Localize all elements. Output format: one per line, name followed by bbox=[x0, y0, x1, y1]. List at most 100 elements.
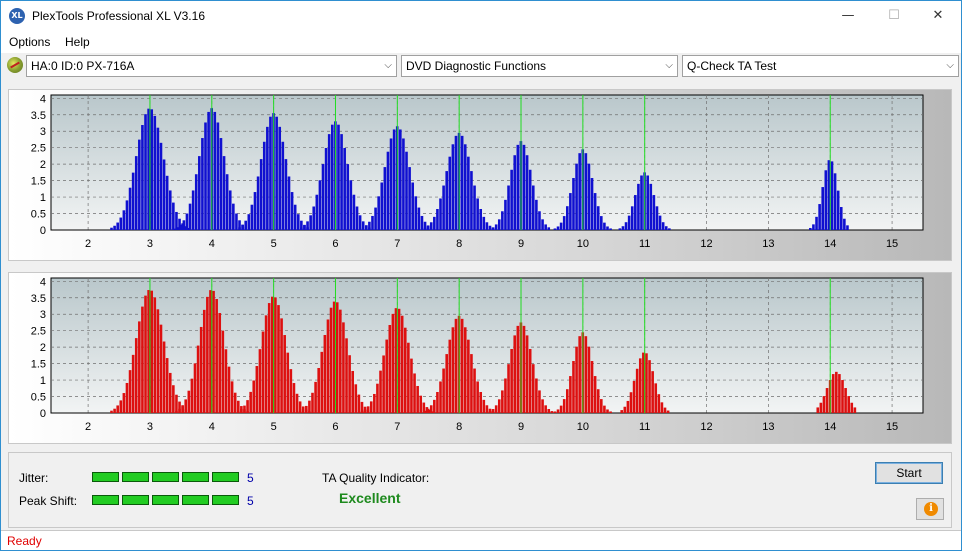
bar bbox=[544, 405, 547, 413]
y-tick-label: 2 bbox=[40, 159, 46, 171]
bar bbox=[178, 408, 181, 413]
bar bbox=[110, 227, 113, 230]
bar bbox=[488, 411, 492, 413]
bar bbox=[476, 198, 479, 230]
bar bbox=[380, 182, 384, 230]
x-tick-label: 2 bbox=[85, 421, 91, 433]
bar bbox=[655, 206, 659, 230]
ta-quality-value: Excellent bbox=[339, 490, 401, 506]
test-select[interactable]: Q-Check TA Test ⌵ bbox=[682, 55, 959, 77]
bar bbox=[454, 135, 458, 230]
bar bbox=[241, 224, 244, 230]
drive-select[interactable]: HA:0 ID:0 PX-716A ⌵ bbox=[26, 55, 397, 77]
bar bbox=[575, 163, 578, 230]
bar bbox=[119, 217, 123, 230]
bar bbox=[339, 309, 342, 413]
bar bbox=[357, 394, 361, 413]
bar bbox=[470, 171, 473, 230]
peak-shift-value: 5 bbox=[247, 494, 254, 508]
bar bbox=[528, 349, 532, 413]
bar bbox=[547, 409, 551, 413]
bar bbox=[516, 144, 520, 230]
title-bar[interactable]: XL PlexTools Professional XL V3.16 — ☐ ✕ bbox=[1, 1, 961, 31]
bar bbox=[485, 405, 489, 413]
bar bbox=[407, 342, 410, 413]
bar bbox=[629, 392, 633, 413]
bar bbox=[538, 390, 541, 413]
jitter-meter bbox=[92, 472, 244, 482]
maximize-button[interactable]: ☐ bbox=[888, 8, 900, 23]
y-tick-label: 3.5 bbox=[31, 110, 46, 122]
bar bbox=[535, 378, 538, 413]
bar bbox=[528, 169, 532, 230]
bar bbox=[187, 390, 191, 413]
bar bbox=[482, 216, 486, 230]
start-button[interactable]: Start bbox=[875, 462, 943, 484]
bar bbox=[479, 391, 483, 413]
bar bbox=[507, 364, 510, 413]
menu-help[interactable]: Help bbox=[65, 35, 90, 49]
bar bbox=[836, 190, 840, 230]
bar bbox=[178, 218, 181, 230]
bar bbox=[298, 401, 302, 413]
bar bbox=[290, 192, 294, 230]
bar bbox=[159, 142, 163, 230]
info-button[interactable]: i bbox=[916, 498, 944, 520]
bar bbox=[131, 172, 135, 230]
bar bbox=[454, 318, 458, 413]
bar bbox=[590, 178, 594, 230]
bar bbox=[652, 195, 656, 230]
bar bbox=[504, 199, 507, 230]
bar bbox=[209, 290, 212, 413]
bar bbox=[634, 195, 637, 230]
close-button[interactable]: ✕ bbox=[932, 8, 944, 23]
x-tick-label: 15 bbox=[886, 421, 898, 433]
bar bbox=[266, 126, 269, 230]
bar bbox=[522, 144, 526, 230]
bar bbox=[369, 401, 373, 413]
bar bbox=[654, 383, 658, 413]
bar bbox=[168, 190, 172, 230]
bar bbox=[219, 138, 223, 230]
bar bbox=[156, 127, 160, 230]
y-tick-label: 1 bbox=[40, 375, 46, 387]
bar bbox=[371, 215, 374, 230]
bar bbox=[147, 108, 150, 230]
bar bbox=[448, 156, 452, 230]
bar bbox=[618, 228, 622, 230]
bar bbox=[809, 227, 812, 230]
x-tick-label: 14 bbox=[824, 421, 836, 433]
bar bbox=[262, 141, 266, 230]
bar bbox=[284, 159, 288, 230]
chevron-down-icon: ⌵ bbox=[946, 60, 954, 71]
bar bbox=[559, 405, 563, 413]
bar bbox=[439, 381, 442, 413]
bar bbox=[825, 388, 829, 413]
bar bbox=[830, 161, 834, 230]
bar bbox=[172, 385, 175, 413]
bar bbox=[351, 370, 354, 413]
function-select[interactable]: DVD Diagnostic Functions ⌵ bbox=[401, 55, 678, 77]
bar bbox=[388, 324, 392, 413]
bar bbox=[593, 193, 597, 230]
bar bbox=[116, 405, 119, 413]
bar bbox=[606, 409, 609, 413]
bar bbox=[575, 346, 578, 413]
bar bbox=[175, 211, 178, 230]
bar bbox=[422, 402, 426, 413]
bar bbox=[436, 391, 439, 413]
bar bbox=[497, 219, 501, 230]
bar bbox=[295, 393, 299, 413]
bar bbox=[216, 122, 220, 230]
bar bbox=[326, 319, 330, 413]
menu-options[interactable]: Options bbox=[9, 35, 51, 49]
x-tick-label: 14 bbox=[824, 238, 836, 250]
minimize-button[interactable]: — bbox=[841, 8, 855, 23]
bar bbox=[386, 151, 390, 230]
jitter-meter-segment bbox=[92, 472, 119, 482]
y-tick-label: 0 bbox=[40, 408, 46, 420]
bar bbox=[374, 207, 377, 230]
bar bbox=[416, 385, 419, 413]
bar bbox=[666, 410, 670, 413]
bar bbox=[213, 111, 217, 230]
